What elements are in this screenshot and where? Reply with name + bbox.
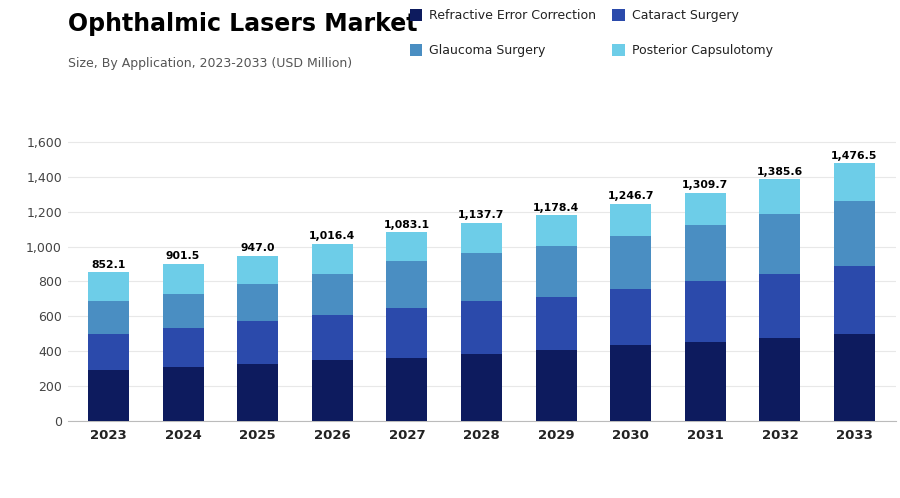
Bar: [685, 342, 725, 421]
Bar: [311, 360, 353, 421]
Bar: [536, 216, 577, 246]
Text: 1,476.5M: 1,476.5M: [463, 450, 608, 479]
Bar: [386, 358, 427, 421]
Bar: [238, 284, 278, 322]
Text: 1,178.4: 1,178.4: [533, 203, 580, 213]
Bar: [834, 334, 875, 421]
Bar: [536, 350, 577, 421]
Bar: [163, 329, 203, 367]
Bar: [610, 289, 652, 345]
Bar: [163, 293, 203, 329]
Bar: [760, 214, 800, 274]
Text: 1,309.7: 1,309.7: [682, 180, 728, 190]
Bar: [386, 307, 427, 358]
Text: 1,016.4: 1,016.4: [310, 231, 356, 241]
Bar: [461, 354, 502, 421]
Text: The Market will Grow
At the CAGR of: The Market will Grow At the CAGR of: [20, 444, 161, 477]
Bar: [163, 263, 203, 293]
Bar: [760, 179, 800, 214]
Bar: [685, 193, 725, 225]
Bar: [311, 273, 353, 315]
Bar: [238, 364, 278, 421]
Bar: [311, 244, 353, 273]
Text: 1,083.1: 1,083.1: [383, 220, 430, 230]
Bar: [88, 334, 129, 371]
Text: 947.0: 947.0: [240, 244, 275, 253]
Bar: [311, 315, 353, 360]
Text: 1,476.5: 1,476.5: [832, 151, 878, 161]
Bar: [461, 253, 502, 301]
Text: Glaucoma Surgery: Glaucoma Surgery: [429, 44, 545, 57]
Bar: [386, 232, 427, 261]
Text: 852.1: 852.1: [91, 260, 126, 270]
Bar: [88, 301, 129, 334]
Text: 901.5: 901.5: [166, 251, 200, 261]
Bar: [760, 338, 800, 421]
Bar: [163, 367, 203, 421]
Bar: [88, 272, 129, 301]
Bar: [461, 223, 502, 253]
Bar: [834, 163, 875, 201]
Text: 1,246.7: 1,246.7: [608, 191, 654, 201]
Bar: [834, 266, 875, 334]
Text: 1,137.7: 1,137.7: [458, 210, 505, 220]
Text: WIDE RANGE OF GLOBAL MARKET REPORTS: WIDE RANGE OF GLOBAL MARKET REPORTS: [720, 476, 871, 482]
Text: The forecasted market
size for 2033 in USD: The forecasted market size for 2033 in U…: [279, 444, 430, 477]
Text: ✓: ✓: [687, 452, 708, 477]
Text: Cataract Surgery: Cataract Surgery: [632, 9, 739, 22]
Bar: [386, 261, 427, 307]
Bar: [536, 246, 577, 297]
Text: MarketResearch: MarketResearch: [720, 450, 842, 463]
Bar: [610, 204, 652, 236]
Bar: [238, 256, 278, 284]
Text: 5.8%: 5.8%: [128, 450, 205, 479]
Text: 1,385.6: 1,385.6: [757, 167, 803, 177]
Bar: [88, 371, 129, 421]
Text: Refractive Error Correction: Refractive Error Correction: [429, 9, 597, 22]
Bar: [610, 345, 652, 421]
Text: Size, By Application, 2023-2033 (USD Million): Size, By Application, 2023-2033 (USD Mil…: [68, 57, 352, 70]
Bar: [610, 236, 652, 289]
Bar: [461, 301, 502, 354]
Bar: [685, 225, 725, 281]
Text: Ophthalmic Lasers Market: Ophthalmic Lasers Market: [68, 12, 417, 36]
Bar: [685, 281, 725, 342]
Bar: [238, 322, 278, 364]
Bar: [536, 297, 577, 350]
Bar: [760, 274, 800, 338]
Bar: [834, 201, 875, 266]
Text: Posterior Capsulotomy: Posterior Capsulotomy: [632, 44, 773, 57]
Text: biz: biz: [846, 448, 859, 457]
